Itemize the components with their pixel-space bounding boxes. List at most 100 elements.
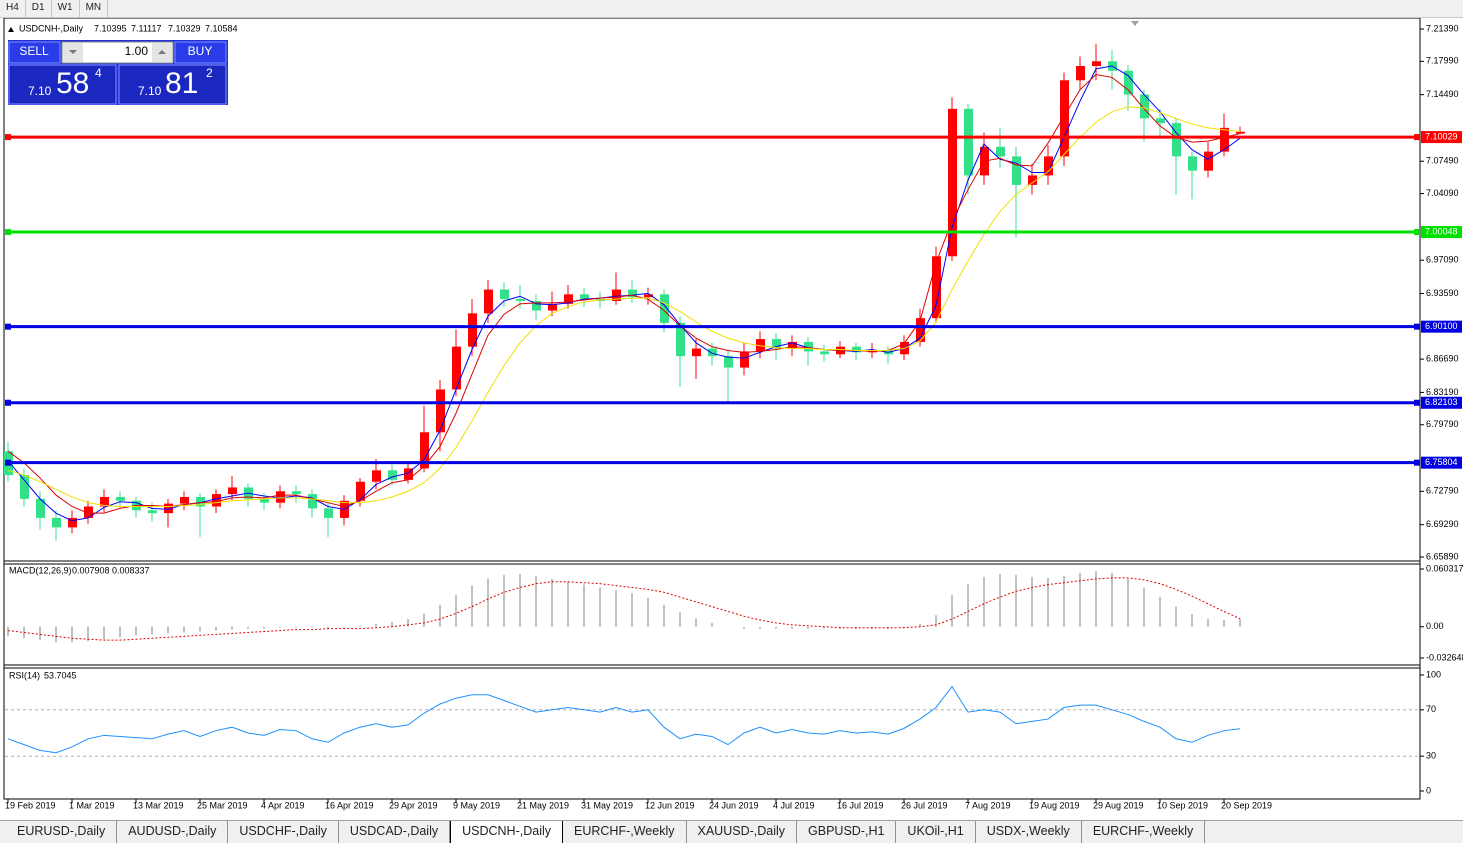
candle-body — [180, 496, 189, 504]
macd-bar — [711, 622, 713, 627]
macd-bar — [503, 575, 505, 627]
chart-tab[interactable]: USDCAD-,Daily — [339, 821, 451, 843]
candle-body — [292, 491, 301, 495]
macd-bar — [103, 626, 105, 640]
macd-bar — [55, 626, 57, 643]
timeframe-button[interactable]: D1 — [26, 0, 52, 17]
sell-button[interactable] — [8, 41, 61, 64]
price-label-box — [1421, 131, 1462, 144]
macd-bar — [615, 590, 617, 627]
x-tick-label: 19 Aug 2019 — [1029, 800, 1080, 810]
y-tick-label: 6.79790 — [1426, 419, 1459, 429]
candle-body — [436, 389, 445, 433]
macd-bar — [39, 626, 41, 641]
chart-tab[interactable]: GBPUSD-,H1 — [797, 821, 897, 843]
macd-bar — [823, 626, 825, 629]
candle-body — [516, 299, 525, 301]
buy-button[interactable] — [174, 41, 227, 64]
collapse-arrow[interactable] — [8, 27, 14, 32]
y-tick-label: 6.69290 — [1426, 519, 1459, 529]
macd-bar — [183, 626, 185, 633]
chart-tab[interactable]: AUDUSD-,Daily — [117, 821, 229, 843]
chart-tab[interactable]: USDCHF-,Daily — [228, 821, 339, 843]
macd-bar — [679, 612, 681, 627]
macd-bar — [535, 576, 537, 627]
y-tick-label: 7.04090 — [1426, 188, 1459, 198]
line-anchor — [1414, 229, 1420, 236]
chart-tab[interactable]: USDX-,Weekly — [976, 821, 1082, 843]
candle-body — [804, 341, 813, 352]
chart-tab[interactable]: USDCNH-,Daily — [450, 821, 564, 843]
candle-body — [404, 468, 413, 480]
chart-title: USDCNH-,Daily — [19, 23, 84, 33]
candle-body — [20, 475, 29, 499]
sell-label[interactable]: SELL — [19, 44, 49, 58]
macd-bar — [631, 593, 633, 627]
y-tick-label: 100 — [1426, 669, 1441, 679]
line-anchor — [5, 229, 11, 236]
timeframe-button[interactable]: MN — [80, 0, 109, 17]
ohlc-close: 7.10584 — [205, 23, 238, 33]
macd-bar — [1175, 606, 1177, 627]
macd-bar — [375, 623, 377, 627]
macd-bar — [1223, 620, 1225, 627]
macd-bar — [455, 595, 457, 627]
lots-value[interactable]: 1.00 — [125, 44, 149, 58]
line-anchor — [5, 399, 11, 406]
chart-tab[interactable]: EURCHF-,Weekly — [1082, 821, 1206, 843]
bid-box[interactable] — [8, 64, 117, 105]
macd-bar — [7, 626, 9, 637]
macd-bar — [583, 584, 585, 627]
candle-body — [356, 481, 365, 501]
macd-bar — [519, 574, 521, 627]
price-label-box — [1421, 226, 1462, 239]
price-label: 6.82103 — [1425, 397, 1458, 407]
macd-bar — [567, 581, 569, 627]
macd-bar — [1143, 587, 1145, 627]
candle-body — [36, 498, 45, 518]
chart-tab[interactable]: UKOil-,H1 — [896, 821, 976, 843]
ask-box[interactable] — [118, 64, 227, 105]
candle-body — [84, 506, 93, 518]
candle-body — [644, 294, 653, 298]
candle-body — [228, 487, 237, 495]
macd-bar — [1127, 578, 1129, 627]
price-label-box — [1421, 320, 1462, 333]
candle-body — [628, 289, 637, 298]
shift-marker — [1131, 21, 1139, 26]
chart-tab[interactable]: EURCHF-,Weekly — [563, 821, 687, 843]
macd-bar — [119, 626, 121, 638]
y-tick-label: 6.97090 — [1426, 255, 1459, 265]
candle-body — [852, 346, 861, 353]
lots-input[interactable] — [61, 41, 174, 64]
x-tick-label: 29 Apr 2019 — [389, 800, 438, 810]
timeframe-button[interactable]: H4 — [0, 0, 26, 17]
timeframe-button[interactable]: W1 — [52, 0, 80, 17]
price-label: 7.10029 — [1425, 131, 1458, 141]
chart-tab[interactable]: XAUUSD-,Daily — [687, 821, 798, 843]
buy-label[interactable]: BUY — [188, 44, 213, 58]
x-tick-label: 20 Sep 2019 — [1221, 800, 1272, 810]
candle-body — [1140, 94, 1149, 119]
x-tick-label: 4 Jul 2019 — [773, 800, 815, 810]
candle-body — [500, 289, 509, 300]
candle-body — [1204, 151, 1213, 171]
candle-body — [1236, 131, 1245, 134]
candle-body — [212, 494, 221, 507]
x-tick-label: 31 May 2019 — [581, 800, 633, 810]
ask-big: 7.10 — [138, 84, 162, 98]
x-tick-label: 26 Jul 2019 — [901, 800, 948, 810]
y-tick-label: 6.72790 — [1426, 486, 1459, 496]
candle-body — [756, 339, 765, 352]
ohlc-low: 7.10329 — [168, 23, 201, 33]
one-click-trading-panel: SELL 1.00 BUY 7.10 58 4 7.10 81 2 — [8, 40, 228, 105]
macd-bar — [327, 626, 329, 629]
macd-bar — [343, 626, 345, 628]
macd-bar — [935, 615, 937, 627]
chart-tab[interactable]: EURUSD-,Daily — [6, 821, 118, 843]
rsi-value: 53.7045 — [44, 670, 77, 680]
candle-body — [260, 498, 269, 503]
macd-bar — [551, 578, 553, 627]
macd-bar — [247, 626, 249, 629]
x-tick-label: 10 Sep 2019 — [1157, 800, 1208, 810]
